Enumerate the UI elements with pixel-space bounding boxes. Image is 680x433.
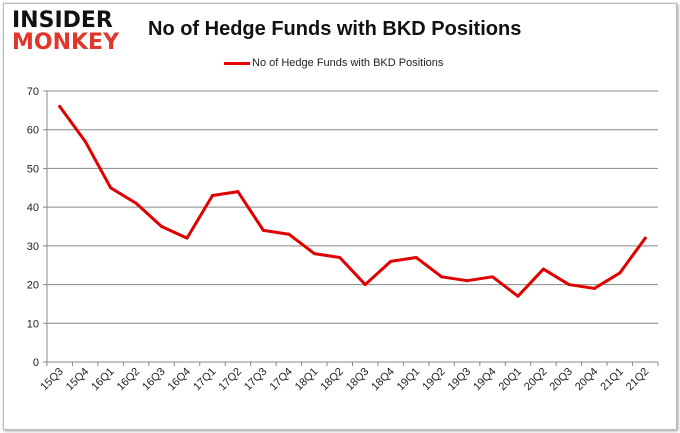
data-point (592, 286, 596, 290)
legend-swatch (224, 61, 250, 65)
data-point (312, 252, 316, 256)
y-tick-label: 40 (27, 202, 39, 214)
legend-label: No of Hedge Funds with BKD Positions (252, 57, 444, 69)
insider-monkey-logo: INSIDER MONKEY (12, 10, 119, 54)
x-tick-label: 17Q3 (242, 366, 270, 394)
data-point (134, 201, 138, 205)
data-point (210, 194, 214, 198)
y-tick-label: 30 (27, 241, 39, 253)
data-point (58, 104, 62, 108)
x-tick-label: 18Q1 (293, 366, 321, 394)
data-point (541, 267, 545, 271)
data-point (287, 232, 291, 236)
data-point (109, 186, 113, 190)
logo-line-2: MONKEY (12, 30, 120, 55)
y-tick-label: 0 (33, 357, 39, 369)
x-tick-label: 17Q1 (191, 366, 219, 394)
x-tick-label: 21Q2 (624, 366, 652, 394)
data-point (516, 294, 520, 298)
y-tick-label: 20 (27, 280, 39, 292)
chart-title: No of Hedge Funds with BKD Positions (148, 18, 522, 40)
data-point (389, 259, 393, 263)
y-tick-label: 70 (27, 86, 39, 98)
x-tick-label: 19Q2 (420, 366, 448, 394)
x-tick-label: 15Q4 (64, 366, 92, 394)
x-tick-label: 18Q4 (369, 366, 397, 394)
data-point (236, 190, 240, 194)
x-tick-label: 18Q2 (318, 366, 346, 394)
data-point (643, 236, 647, 240)
x-tick-label: 16Q2 (115, 366, 143, 394)
x-tick-label: 17Q2 (217, 366, 245, 394)
chart-frame (3, 3, 677, 430)
x-tick-label: 20Q1 (497, 366, 525, 394)
data-point (83, 139, 87, 143)
data-point (185, 236, 189, 240)
x-tick-label: 21Q1 (598, 366, 626, 394)
x-tick-label: 16Q4 (166, 366, 194, 394)
data-point (567, 283, 571, 287)
x-tick-label: 16Q3 (140, 366, 168, 394)
data-point (261, 228, 265, 232)
x-tick-label: 16Q1 (89, 366, 117, 394)
x-tick-label: 20Q2 (522, 366, 550, 394)
x-tick-label: 17Q4 (267, 366, 295, 394)
x-tick-label: 19Q4 (471, 366, 499, 394)
data-point (465, 279, 469, 283)
x-tick-label: 20Q4 (573, 366, 601, 394)
legend: No of Hedge Funds with BKD Positions (224, 57, 443, 69)
x-tick-label: 18Q3 (344, 366, 372, 394)
y-tick-label: 60 (27, 125, 39, 137)
data-point (338, 255, 342, 259)
data-point (491, 275, 495, 279)
x-tick-label: 19Q3 (446, 366, 474, 394)
x-tick-label: 20Q3 (547, 366, 575, 394)
data-point (440, 275, 444, 279)
x-tick-label: 19Q1 (395, 366, 423, 394)
data-point (363, 283, 367, 287)
data-point (618, 271, 622, 275)
y-tick-label: 50 (27, 163, 39, 175)
x-tick-label: 15Q3 (38, 366, 66, 394)
logo-line-1: INSIDER (12, 8, 113, 33)
data-point (160, 225, 164, 228)
data-point (414, 255, 418, 259)
series-line (58, 104, 647, 298)
y-tick-label: 10 (27, 318, 39, 330)
